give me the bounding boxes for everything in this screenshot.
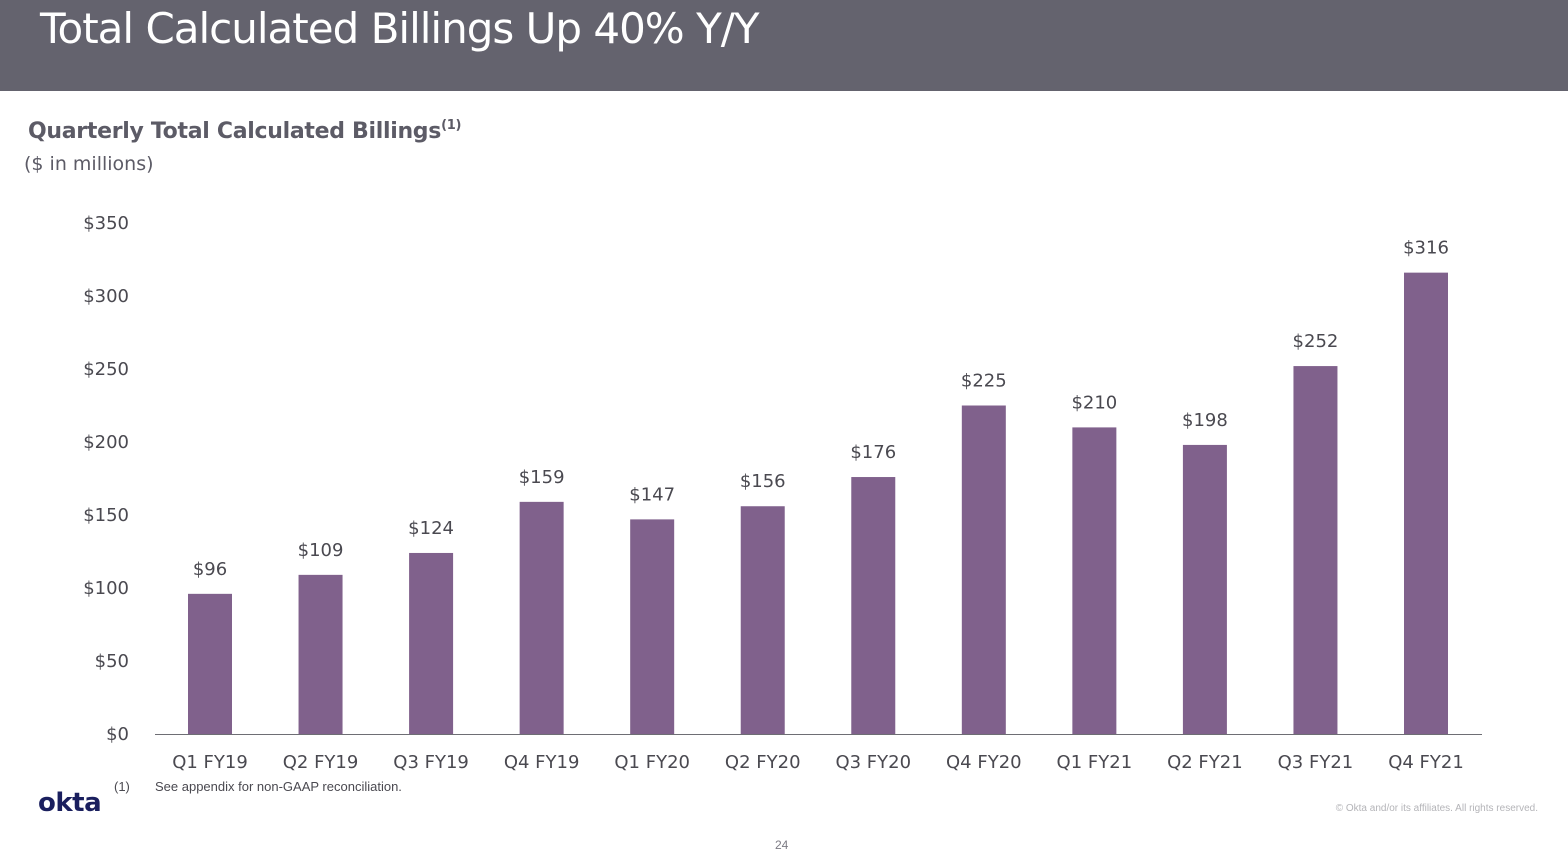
bar xyxy=(188,593,232,734)
chart-title-text: Quarterly Total Calculated Billings xyxy=(28,119,442,144)
chart-title-footnote-marker: (1) xyxy=(441,118,462,133)
data-label: $176 xyxy=(850,442,896,463)
bar xyxy=(1293,366,1338,734)
x-axis-ticks: Q1 FY19 Q2 FY19 Q3 FY19 Q4 FY19 Q1 FY20 Q2 FY… xyxy=(172,752,1464,773)
header-bar: Total Calculated Billings Up 40% Y/Y xyxy=(0,0,1568,91)
data-label: $109 xyxy=(298,540,344,561)
chart-title: Quarterly Total Calculated Billings(1) xyxy=(28,118,461,146)
bar xyxy=(630,519,675,734)
bar xyxy=(519,501,564,734)
x-tick-label: Q4 FY19 xyxy=(504,752,580,773)
bar xyxy=(740,506,785,734)
data-label: $210 xyxy=(1071,392,1117,413)
data-label: $159 xyxy=(519,467,565,488)
bar xyxy=(298,574,343,734)
y-tick-label: $250 xyxy=(83,359,129,380)
y-tick-label: $150 xyxy=(83,505,129,526)
page-number: 24 xyxy=(775,838,789,852)
chart-subtitle: ($ in millions) xyxy=(24,153,154,175)
y-tick-label: $300 xyxy=(83,286,129,307)
data-label: $198 xyxy=(1182,410,1228,431)
y-tick-label: $0 xyxy=(106,724,129,745)
y-tick-label: $350 xyxy=(83,213,129,234)
x-tick-label: Q4 FY20 xyxy=(946,752,1022,773)
bar xyxy=(961,405,1006,734)
x-tick-label: Q3 FY19 xyxy=(393,752,469,773)
copyright-notice: © Okta and/or its affiliates. All rights… xyxy=(1335,803,1538,814)
bar xyxy=(851,477,896,734)
bar xyxy=(1182,444,1227,734)
x-tick-label: Q1 FY20 xyxy=(614,752,690,773)
y-tick-label: $100 xyxy=(83,578,129,599)
y-tick-label: $200 xyxy=(83,432,129,453)
y-axis-ticks: $0 $50 $100 $150 $200 $250 $300 $350 xyxy=(83,213,129,745)
x-tick-label: Q2 FY20 xyxy=(725,752,801,773)
x-tick-label: Q1 FY19 xyxy=(172,752,248,773)
footnote-number: (1) xyxy=(114,779,130,794)
data-label: $225 xyxy=(961,371,1007,392)
data-label: $147 xyxy=(629,484,675,505)
okta-logo: okta xyxy=(38,788,102,818)
y-tick-label: $50 xyxy=(95,651,129,672)
data-label: $96 xyxy=(193,559,227,580)
bar xyxy=(1404,272,1448,734)
data-label: $156 xyxy=(740,471,786,492)
footnote-text: See appendix for non-GAAP reconciliation… xyxy=(155,779,402,794)
bar xyxy=(409,552,454,734)
data-label: $252 xyxy=(1293,331,1339,352)
x-tick-label: Q2 FY19 xyxy=(283,752,359,773)
x-tick-label: Q1 FY21 xyxy=(1057,752,1133,773)
x-tick-label: Q4 FY21 xyxy=(1388,752,1464,773)
x-tick-label: Q2 FY21 xyxy=(1167,752,1243,773)
x-tick-label: Q3 FY20 xyxy=(835,752,911,773)
bar xyxy=(1072,427,1117,734)
data-label: $316 xyxy=(1403,238,1449,259)
data-label: $124 xyxy=(408,518,454,539)
chart-bars xyxy=(188,272,1448,734)
x-tick-label: Q3 FY21 xyxy=(1278,752,1354,773)
data-labels: $96 $109 $124 $159 $147 $156 $176 $225 $210 $198 $… xyxy=(193,238,1449,580)
slide-title: Total Calculated Billings Up 40% Y/Y xyxy=(40,4,760,53)
